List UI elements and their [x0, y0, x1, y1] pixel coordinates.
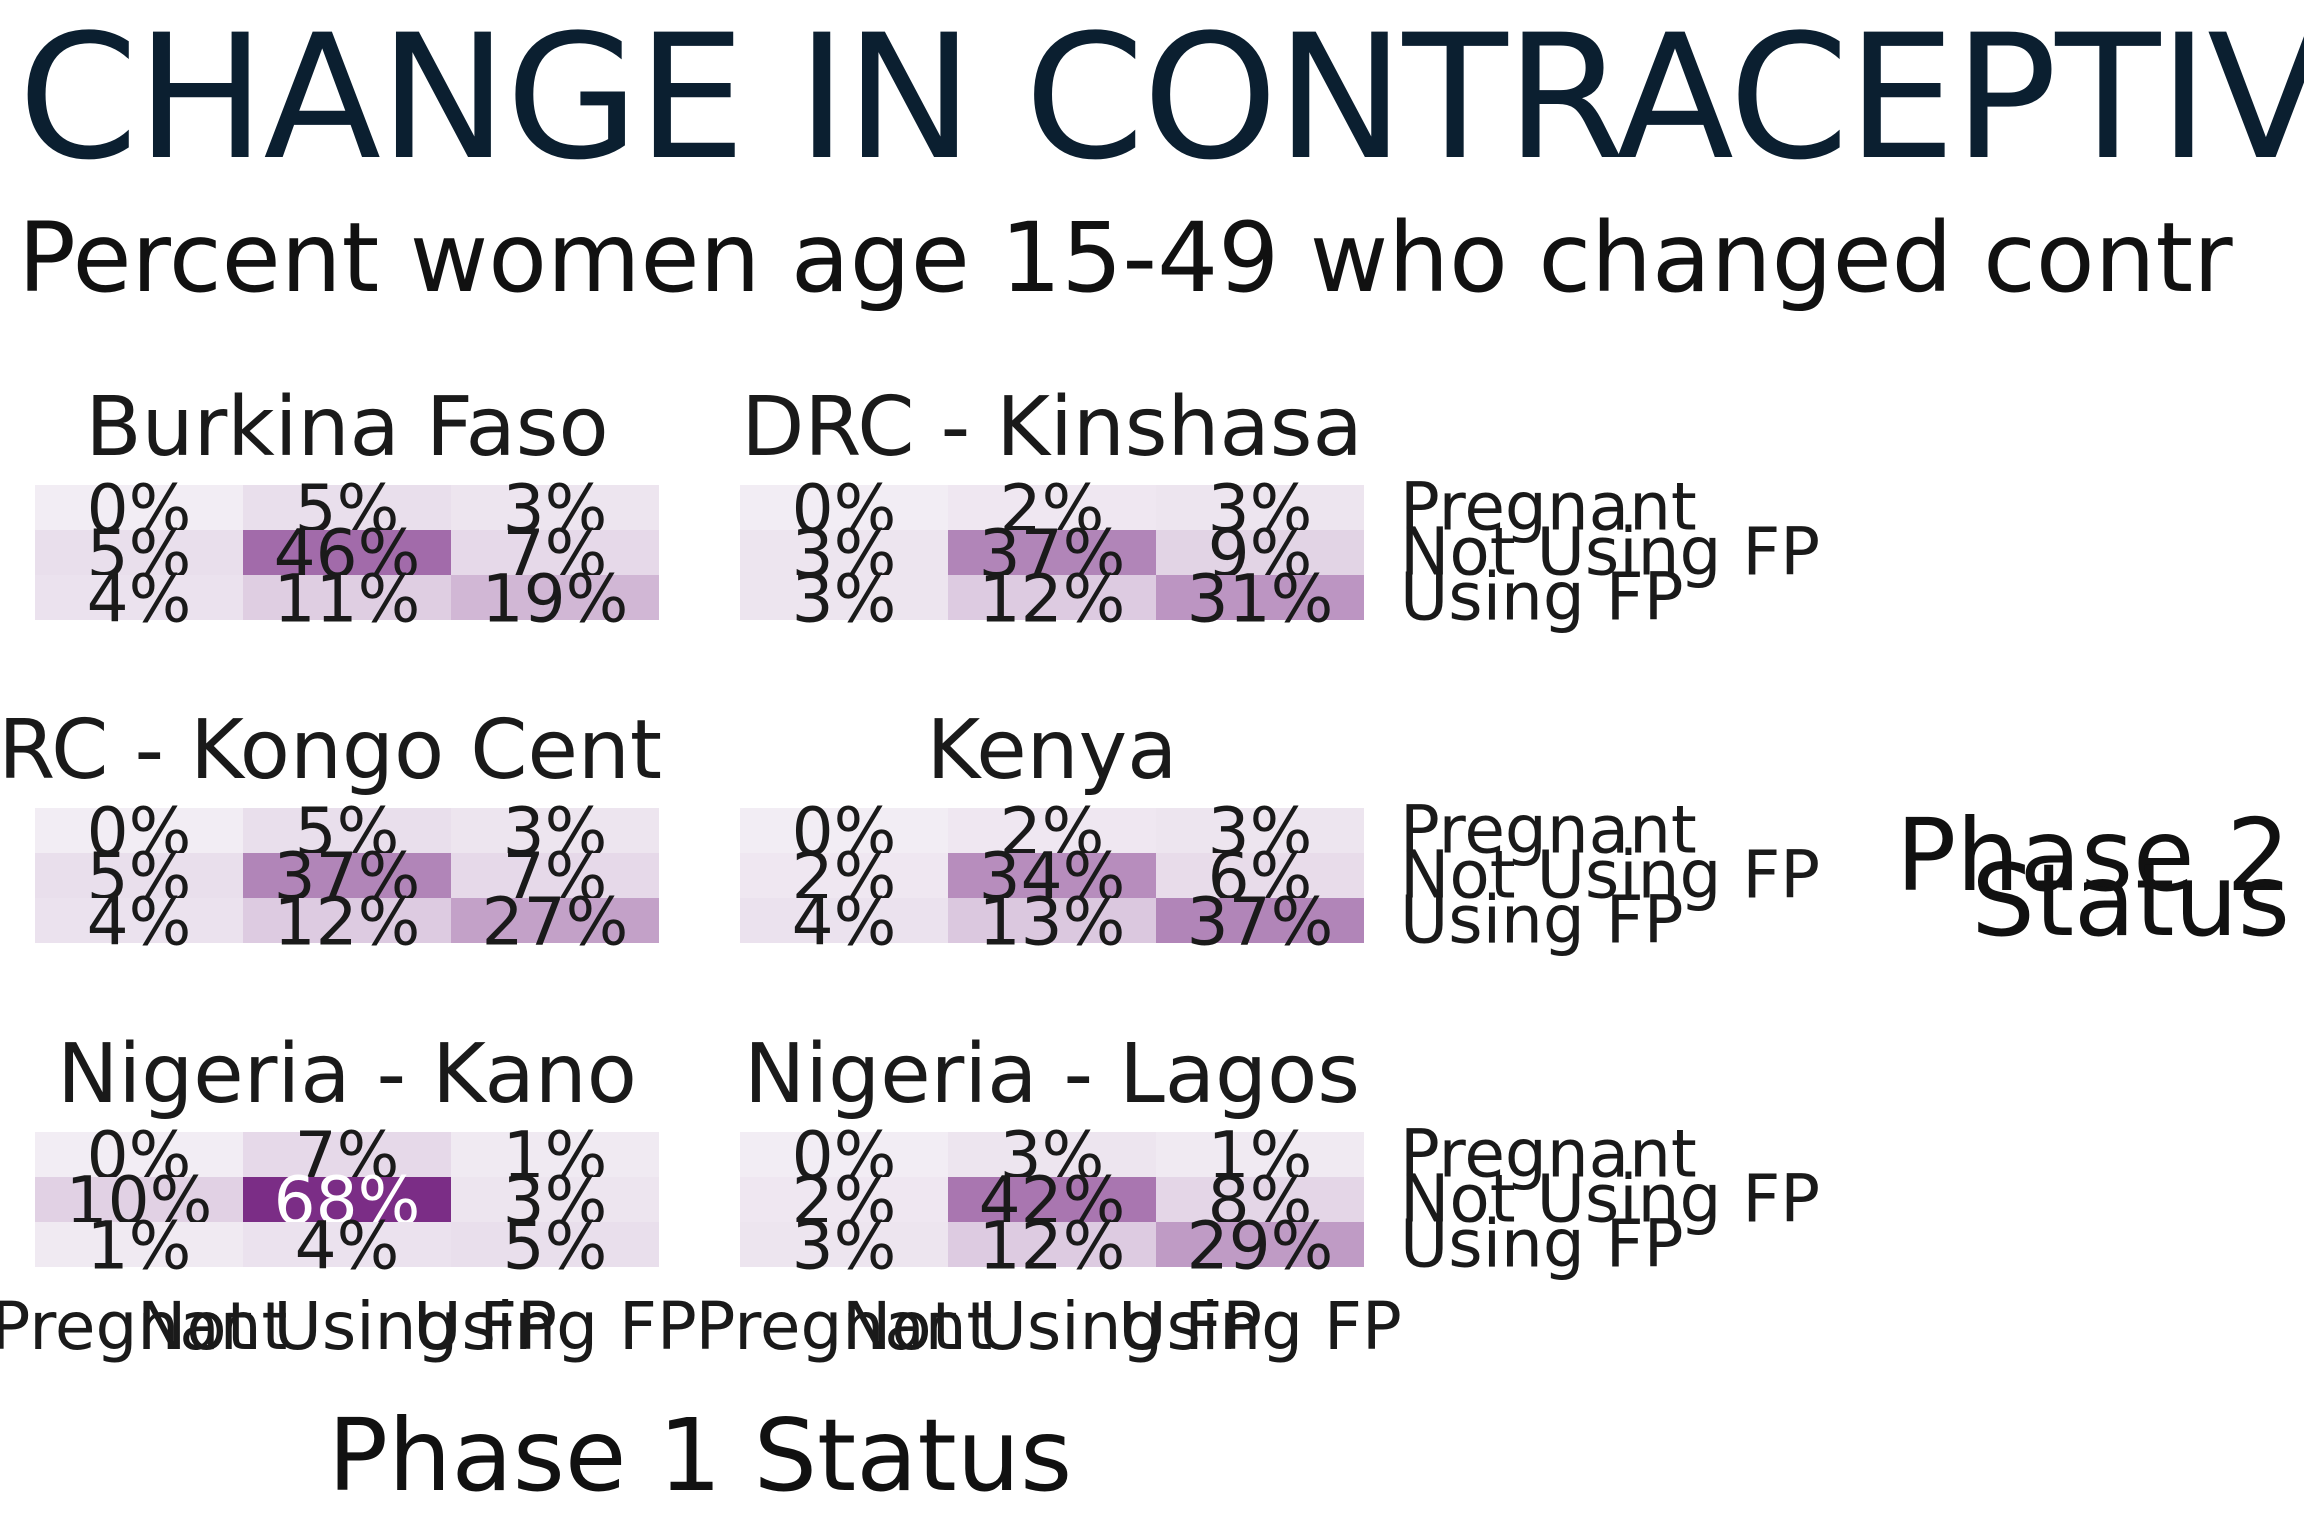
heatmap-cell: [740, 1222, 948, 1267]
y-tick-label: Not Using FP: [1400, 514, 1820, 591]
panel-title: RC - Kongo Centr: [0, 703, 696, 798]
heatmap-cell: [35, 530, 243, 575]
chart-subtitle: Percent women age 15-49 who changed cont…: [18, 202, 2233, 314]
y-tick-label: Pregnant: [1400, 469, 1697, 546]
heatmap-cell: [740, 575, 948, 620]
cell-value-label: 12%: [979, 561, 1126, 638]
heatmap-cell: [948, 1132, 1156, 1177]
heatmap-cell: [1156, 1222, 1364, 1267]
cell-value-label: 3%: [792, 561, 897, 638]
heatmap-cell: [35, 1177, 243, 1222]
heatmap-cell: [948, 575, 1156, 620]
cell-value-label: 19%: [482, 561, 629, 638]
panel-title: Burkina Faso: [85, 380, 608, 475]
heatmap-cell: [243, 808, 451, 853]
heatmap-cell: [1156, 530, 1364, 575]
heatmap-cell: [1156, 808, 1364, 853]
heatmap-cell: [948, 853, 1156, 898]
y-tick-label: Not Using FP: [1400, 837, 1820, 914]
cell-value-label: 4%: [792, 884, 897, 961]
cell-value-label: 12%: [274, 884, 421, 961]
cell-value-label: 29%: [1187, 1208, 1334, 1285]
cell-value-label: 1%: [87, 1208, 192, 1285]
heatmap-cell: [948, 485, 1156, 530]
x-tick-label: Not Using FP: [137, 1288, 557, 1365]
y-tick-label: Pregnant: [1400, 1116, 1697, 1193]
heatmap-cell: [1156, 898, 1364, 943]
heatmap-cell: [740, 808, 948, 853]
heatmap-cell: [740, 530, 948, 575]
y-tick-label: Using FP: [1400, 882, 1684, 959]
cell-value-label: 13%: [979, 884, 1126, 961]
cell-value-label: 11%: [274, 561, 421, 638]
y-tick-label: Using FP: [1400, 559, 1684, 636]
heatmap-cell: [1156, 575, 1364, 620]
heatmap-cell: [35, 853, 243, 898]
x-tick-label: Using FP: [1118, 1288, 1402, 1365]
panel-title: Kenya: [927, 703, 1178, 798]
heatmap-cell: [35, 1222, 243, 1267]
panel-title: DRC - Kinshasa: [741, 380, 1362, 475]
cell-value-label: 3%: [792, 1208, 897, 1285]
heatmap-cell: [35, 808, 243, 853]
y-tick-label: Using FP: [1400, 1206, 1684, 1283]
heatmap-cell: [451, 530, 659, 575]
heatmap-cell: [451, 1177, 659, 1222]
heatmap-cell: [1156, 485, 1364, 530]
heatmap-cell: [740, 485, 948, 530]
cell-value-label: 31%: [1187, 561, 1334, 638]
cell-value-label: 37%: [1187, 884, 1334, 961]
heatmap-cell: [451, 853, 659, 898]
chart-title: CHANGE IN CONTRACEPTIV: [18, 0, 2304, 198]
heatmap-cell: [35, 485, 243, 530]
x-tick-label: Using FP: [413, 1288, 697, 1365]
heatmap-cell: [451, 485, 659, 530]
cell-value-label: 4%: [87, 561, 192, 638]
heatmap-cell: [243, 485, 451, 530]
heatmap-cell: [948, 530, 1156, 575]
cell-value-label: 5%: [503, 1208, 608, 1285]
heatmap-cell: [243, 575, 451, 620]
heatmap-cell: [948, 898, 1156, 943]
cell-value-label: 12%: [979, 1208, 1126, 1285]
y-axis-title-line2: Status: [1971, 842, 2290, 959]
x-tick-label: Pregnant: [0, 1288, 287, 1365]
y-tick-label: Not Using FP: [1400, 1161, 1820, 1238]
heatmap-cell: [243, 898, 451, 943]
cell-value-label: 4%: [295, 1208, 400, 1285]
heatmap-cell: [243, 1132, 451, 1177]
heatmap-cell: [243, 1222, 451, 1267]
heatmap-cell: [451, 1222, 659, 1267]
heatmap-cell: [1156, 1132, 1364, 1177]
heatmap-cell: [1156, 853, 1364, 898]
heatmap-cell: [451, 1132, 659, 1177]
panel-title: Nigeria - Kano: [57, 1027, 637, 1122]
x-axis-title: Phase 1 Status: [328, 1397, 1072, 1514]
heatmap-cell: [35, 575, 243, 620]
y-axis-title: Phase 2: [1896, 797, 2290, 914]
x-tick-label: Not Using FP: [842, 1288, 1262, 1365]
heatmap-cell: [451, 898, 659, 943]
heatmap-cell: [740, 853, 948, 898]
y-tick-label: Pregnant: [1400, 792, 1697, 869]
heatmap-cell: [35, 898, 243, 943]
heatmap-cell: [1156, 1177, 1364, 1222]
heatmap-cell: [35, 1132, 243, 1177]
cell-value-label: 4%: [87, 884, 192, 961]
heatmap-cell: [948, 808, 1156, 853]
heatmap-cell: [451, 575, 659, 620]
heatmap-cell: [948, 1177, 1156, 1222]
heatmap-cell: [243, 1177, 451, 1222]
heatmap-cell: [243, 853, 451, 898]
x-tick-label: Pregnant: [696, 1288, 993, 1365]
heatmap-cell: [243, 530, 451, 575]
heatmap-cell: [740, 898, 948, 943]
heatmap-cell: [740, 1177, 948, 1222]
cell-value-label: 27%: [482, 884, 629, 961]
heatmap-cell: [451, 808, 659, 853]
panel-title: Nigeria - Lagos: [744, 1027, 1360, 1122]
heatmap-cell: [948, 1222, 1156, 1267]
heatmap-cell: [740, 1132, 948, 1177]
